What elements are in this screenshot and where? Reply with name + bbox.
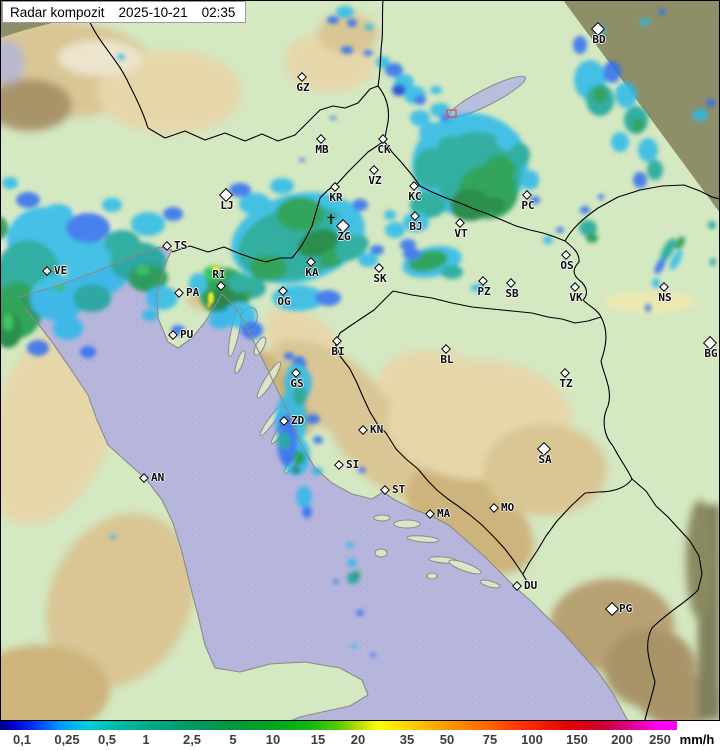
legend-tick-0,25: 0,25 (54, 732, 80, 747)
legend-tick-1: 1 (142, 732, 150, 747)
legend-tick-200: 200 (611, 732, 633, 747)
title-bar: Radar kompozit 2025-10-21 02:35 (2, 1, 247, 23)
legend-tick-0,5: 0,5 (97, 732, 117, 747)
legend-tick-10: 10 (265, 732, 281, 747)
rain-rate-legend: 0,1 0,25 0,5 1 2,5 5 10 15 20 35 50 75 100 150 200 250 … (0, 721, 720, 751)
legend-tick-75: 75 (482, 732, 498, 747)
legend-tick-15: 15 (310, 732, 326, 747)
legend-tick-20: 20 (350, 732, 366, 747)
heavy-rain-cores (207, 266, 220, 308)
legend-tick-150: 150 (566, 732, 588, 747)
legend-tick-5: 5 (229, 732, 237, 747)
radar-site-cross-icon (327, 214, 335, 224)
adriatic-sea (20, 247, 628, 721)
coastline-layer (19, 246, 629, 721)
legend-tick-50: 50 (439, 732, 455, 747)
legend-tick-100: 100 (521, 732, 543, 747)
legend-tick-2,5: 2,5 (182, 732, 202, 747)
precipitation-layer (0, 6, 716, 657)
rain-rate-colorbar (0, 721, 677, 730)
time-label: 02:35 (201, 4, 236, 20)
terrain-layer (0, 14, 720, 721)
legend-tick-0,1: 0,1 (12, 732, 32, 747)
radar-map: BD GZ MB CK VZ KR KC LJ PC BJ VT ZG TS OS KA SK VE RI OG PA… (0, 0, 720, 721)
radar-site-box-icon (446, 109, 457, 118)
date-label: 2025-10-21 (118, 4, 188, 20)
map-canvas (0, 0, 720, 721)
product-title: Radar kompozit (10, 4, 105, 20)
legend-unit-label: mm/h (679, 732, 715, 747)
legend-tick-35: 35 (399, 732, 415, 747)
legend-tick-250: 250 (649, 732, 671, 747)
